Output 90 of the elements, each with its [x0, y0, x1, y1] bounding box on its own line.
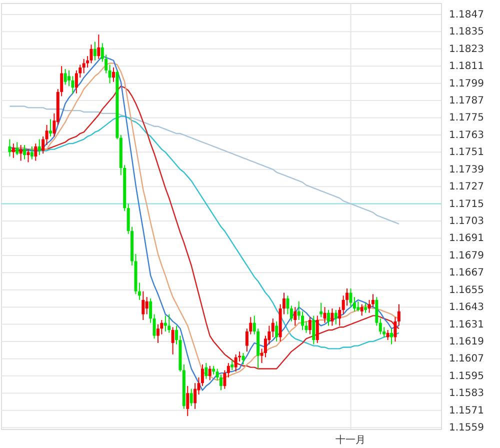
line-series	[9, 106, 400, 224]
candlestick	[82, 58, 86, 74]
candlestick	[208, 365, 212, 381]
candlestick	[378, 318, 382, 335]
candlestick	[194, 382, 197, 410]
y-tick-label: 1.1775	[449, 112, 484, 124]
candlestick	[312, 315, 316, 345]
y-tick-label: 1.1727	[449, 182, 484, 193]
candlestick	[308, 316, 312, 335]
candlestick	[16, 142, 19, 156]
y-tick-label: 1.1631	[449, 319, 484, 330]
candlestick	[386, 330, 390, 341]
candlestick	[138, 282, 141, 300]
y-tick-label: 1.1715	[449, 198, 484, 210]
candlestick	[226, 362, 230, 378]
y-tick-label: 1.1643	[449, 302, 484, 314]
y-tick-label: 1.1823	[449, 44, 484, 55]
candlestick	[330, 308, 334, 326]
candlestick	[34, 143, 38, 162]
candlestick	[390, 328, 394, 345]
candlestick	[152, 314, 156, 340]
candlestick	[338, 306, 342, 326]
candlestick	[352, 296, 356, 312]
candlestick	[149, 298, 152, 324]
y-tick-label: 1.1667	[449, 268, 484, 279]
y-tick-label: 1.1799	[449, 78, 484, 90]
candlestick	[294, 306, 297, 326]
candlestick	[48, 118, 52, 137]
y-tick-label: 1.1655	[449, 284, 484, 296]
candlestick	[30, 146, 34, 160]
candlestick	[8, 138, 12, 157]
candlestick	[323, 306, 326, 324]
candlestick	[112, 67, 115, 82]
y-tick-label: 1.1691	[449, 233, 484, 244]
candlestick	[320, 302, 323, 318]
candlestick	[12, 143, 15, 158]
candlestick	[242, 352, 245, 365]
candlestick	[145, 296, 148, 315]
candlestick	[186, 385, 190, 417]
candlestick	[349, 288, 352, 308]
candlestick	[230, 360, 234, 371]
candlestick	[45, 124, 48, 146]
candlestick	[327, 309, 330, 326]
candlestick	[275, 320, 278, 342]
candlestick	[171, 326, 174, 355]
y-tick-label: 1.1703	[449, 216, 484, 228]
candlestick	[375, 296, 378, 326]
y-tick-label: 1.1751	[449, 147, 484, 158]
candlestick	[19, 144, 22, 162]
candlestick	[334, 309, 338, 325]
y-tick-label: 1.1811	[449, 61, 484, 72]
candlestick	[316, 315, 319, 344]
candlestick	[38, 138, 41, 156]
y-tick-label: 1.1607	[449, 354, 484, 365]
candlestick	[304, 320, 308, 334]
candlestick	[97, 34, 100, 60]
y-tick-label: 1.1559	[449, 422, 484, 434]
candlestick	[142, 290, 145, 320]
candlestick	[168, 314, 171, 334]
y-tick-label: 1.1739	[449, 164, 484, 176]
candlestick	[108, 64, 112, 84]
candlestick	[271, 318, 274, 338]
y-tick-label: 1.1571	[449, 405, 484, 416]
y-tick-label: 1.1787	[449, 96, 484, 107]
candlestick	[223, 370, 226, 390]
candlestick	[394, 316, 397, 342]
candlestick	[234, 354, 238, 372]
y-tick-label: 1.1847	[449, 9, 484, 20]
candlestick	[64, 68, 67, 86]
candlestick	[204, 362, 208, 380]
y-tick-label: 1.1835	[449, 26, 484, 38]
candlestick	[360, 304, 364, 316]
candlestick	[286, 295, 290, 315]
candlestick	[397, 304, 400, 326]
y-tick-label: 1.1595	[449, 370, 484, 382]
candlestick	[26, 148, 30, 163]
y-tick-label: 1.1763	[449, 130, 484, 141]
candlestick	[90, 44, 93, 64]
candlestick	[356, 300, 360, 312]
y-tick-label: 1.1583	[449, 388, 484, 400]
y-tick-label: 1.1679	[449, 250, 484, 262]
candlestick	[23, 144, 26, 160]
candlestick	[156, 324, 160, 344]
candlestick	[42, 136, 45, 154]
candlestick	[93, 41, 96, 61]
candlestick	[364, 302, 368, 314]
candlestick	[290, 305, 293, 322]
x-tick-label: 十一月	[336, 434, 366, 446]
y-tick-label: 1.1619	[449, 336, 484, 348]
candlestick	[190, 388, 193, 407]
